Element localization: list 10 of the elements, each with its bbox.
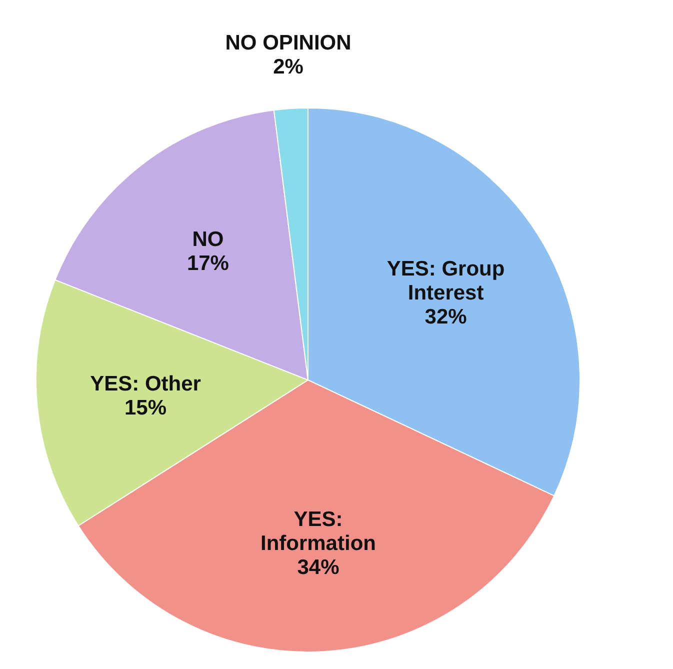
data-label: 34% <box>297 556 340 579</box>
slice-label: YES: Other <box>90 372 201 396</box>
data-label: 17% <box>186 252 230 276</box>
slice-label: YES: Information <box>260 508 376 555</box>
slice-label: NO <box>192 228 224 252</box>
data-label: 32% <box>424 306 468 329</box>
slice-label: NO OPINION <box>225 32 352 55</box>
data-label: 2% <box>273 56 304 79</box>
data-label: 15% <box>124 396 167 420</box>
slice-label: YES: Group Interest <box>386 258 505 305</box>
